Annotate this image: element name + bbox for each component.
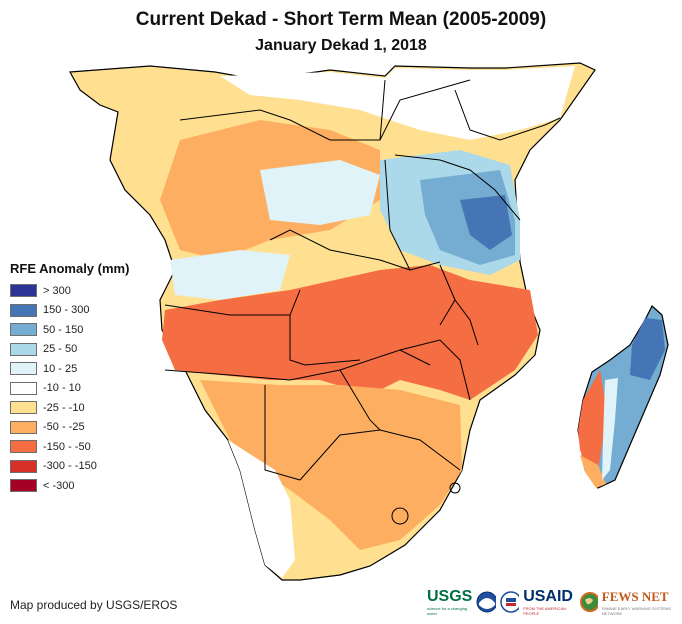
region-neutral-madagascar [602, 378, 618, 480]
legend-label: -150 - -50 [43, 440, 91, 453]
legend-item: 150 - 300 [10, 301, 129, 321]
legend-item: -50 - -25 [10, 418, 129, 438]
legend-label: 25 - 50 [43, 343, 78, 356]
legend-label: 150 - 300 [43, 304, 90, 317]
legend-swatch [10, 420, 37, 434]
anomaly-map [69, 62, 669, 581]
usgs-logo: USGS science for a changing world [427, 588, 473, 617]
usaid-tagline: FROM THE AMERICAN PEOPLE [523, 606, 567, 616]
map-title: Current Dekad - Short Term Mean (2005-20… [135, 9, 547, 30]
legend-swatch [10, 440, 37, 454]
legend-title: RFE Anomaly (mm) [10, 261, 130, 276]
fews-globe-icon [580, 592, 598, 612]
usaid-seal-icon [500, 591, 520, 613]
legend-swatch [10, 303, 37, 317]
legend-swatch [10, 362, 37, 376]
region-light-wet-congo [260, 160, 380, 225]
legend-item: -150 - -50 [10, 437, 129, 457]
legend-swatch [10, 342, 37, 356]
legend-item: > 300 [10, 281, 129, 301]
legend-label: -50 - -25 [43, 421, 85, 434]
legend-label: 50 - 150 [43, 323, 84, 336]
legend-item: 25 - 50 [10, 340, 129, 360]
legend-swatch [10, 459, 37, 473]
region-verywet-tanzania [460, 195, 512, 250]
credit-text: Map produced by USGS/EROS [10, 598, 178, 612]
region-neutral-north [220, 66, 575, 140]
fews-logo: FEWS NET FAMINE EARLY WARNING SYSTEMS NE… [602, 588, 682, 616]
legend-swatch [10, 381, 37, 395]
legend-label: -25 - -10 [43, 401, 85, 414]
legend-swatch [10, 479, 37, 493]
legend-swatch [10, 401, 37, 415]
legend-item: 50 - 150 [10, 320, 129, 340]
legend: RFE Anomaly (mm) > 300 150 - 300 50 - 150 2… [10, 261, 129, 496]
usaid-logo-text: USAID [523, 588, 573, 605]
usaid-logo: USAID FROM THE AMERICAN PEOPLE [523, 588, 576, 617]
legend-label: -300 - -150 [43, 460, 97, 473]
legend-item: -10 - 10 [10, 379, 129, 399]
legend-item: < -300 [10, 476, 129, 496]
logo-strip: USGS science for a changing world USAID … [427, 588, 682, 617]
fews-logo-text: FEWS NET [601, 589, 669, 604]
legend-label: < -300 [43, 479, 75, 492]
legend-item: -300 - -150 [10, 457, 129, 477]
region-verydry-madagascar [578, 370, 605, 478]
legend-swatch [10, 284, 37, 298]
legend-item: -25 - -10 [10, 398, 129, 418]
region-dry-madagascar [580, 455, 606, 488]
region-neutral-southwest [228, 440, 295, 578]
legend-label: > 300 [43, 284, 71, 297]
usgs-tagline: science for a changing world [427, 606, 468, 616]
usgs-logo-text: USGS [427, 588, 473, 605]
legend-label: 10 - 25 [43, 362, 78, 375]
legend-label: -10 - 10 [43, 382, 81, 395]
region-verydry-band [162, 265, 538, 400]
legend-swatch [10, 323, 37, 337]
region-verywet-madagascar [630, 318, 665, 380]
legend-item: 10 - 25 [10, 359, 129, 379]
noaa-logo-icon [476, 591, 496, 613]
region-light-wet-angola [170, 250, 290, 300]
country-borders [164, 79, 561, 525]
map-subtitle: January Dekad 1, 2018 [255, 37, 427, 54]
fews-tagline: FAMINE EARLY WARNING SYSTEMS NETWORK [601, 606, 672, 616]
